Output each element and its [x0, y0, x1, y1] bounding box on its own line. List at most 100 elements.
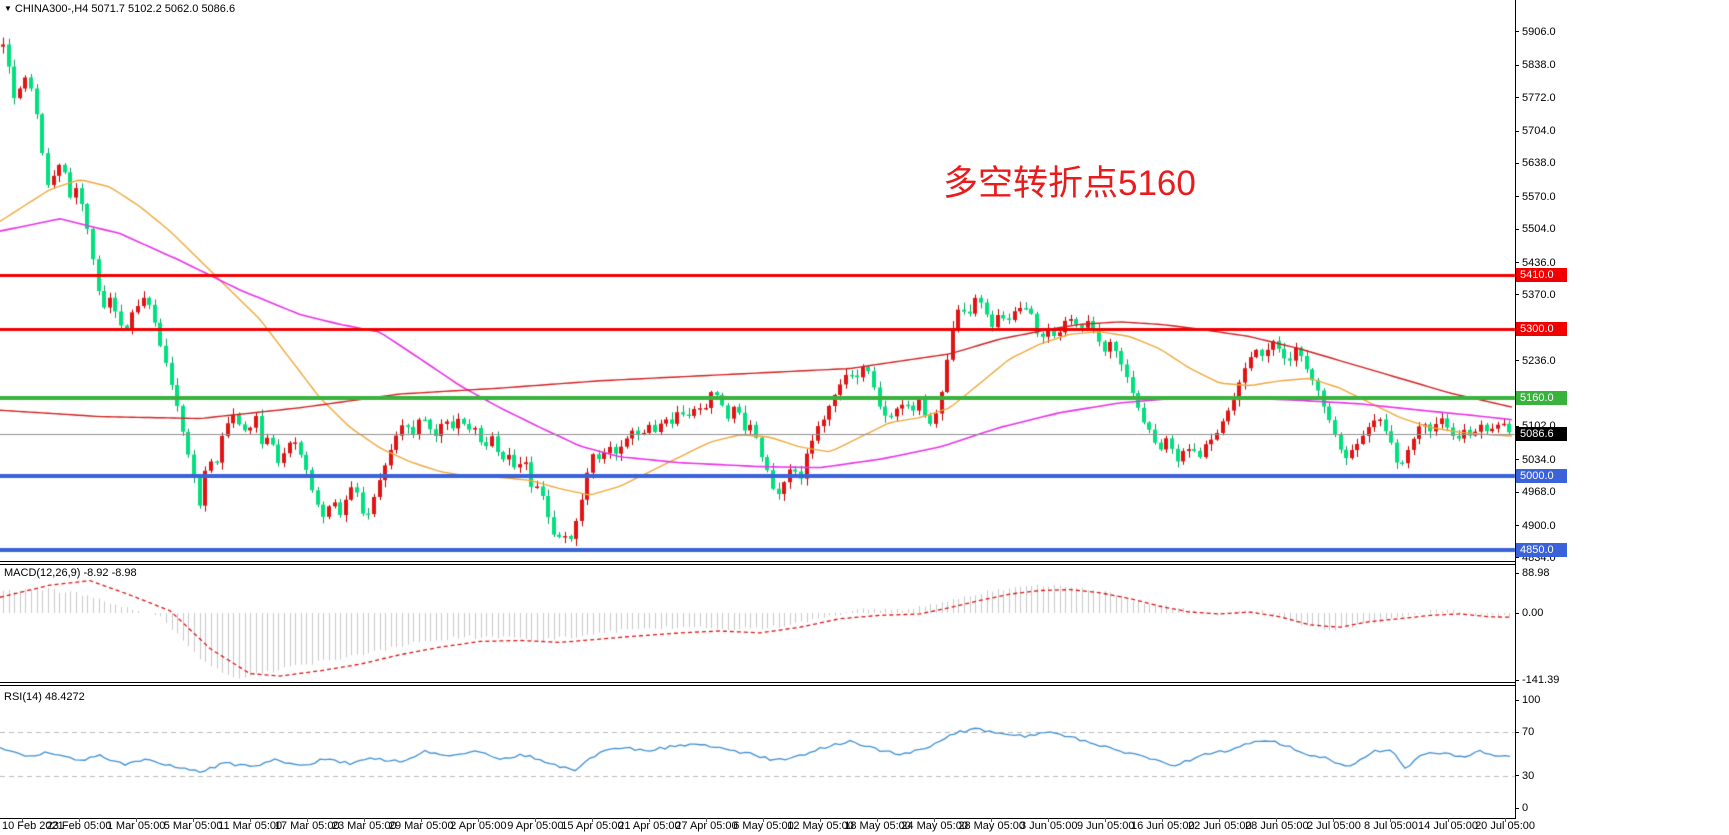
- time-label: 23 Feb 05:00: [46, 820, 112, 832]
- time-label: 15 Apr 05:00: [561, 820, 624, 832]
- time-tick-mark: [1276, 818, 1277, 822]
- time-tick-mark: [307, 818, 308, 822]
- time-tick-mark: [250, 818, 251, 822]
- time-label: 24 May 05:00: [901, 820, 968, 832]
- axis-tick-mark: [1515, 573, 1519, 574]
- axis-tick-mark: [1515, 97, 1519, 98]
- time-tick-mark: [592, 818, 593, 822]
- price-tick-label: 5504.0: [1522, 223, 1556, 236]
- price-tick-label: 4968.0: [1522, 486, 1556, 499]
- chart-annotation-text[interactable]: 多空转折点5160: [943, 164, 1196, 203]
- time-tick-mark: [1448, 818, 1449, 822]
- time-label: 9 Apr 05:00: [507, 820, 564, 832]
- rsi-panel-canvas[interactable]: [0, 686, 1516, 818]
- price-tick-label: 5638.0: [1522, 157, 1556, 170]
- time-label: 12 May 05:00: [787, 820, 854, 832]
- time-label: 16 Jun 05:00: [1130, 820, 1195, 832]
- axis-tick-mark: [1515, 360, 1519, 361]
- time-tick-mark: [1048, 818, 1049, 822]
- axis-tick-mark: [1515, 163, 1519, 164]
- axis-tick-mark: [1515, 229, 1519, 230]
- time-label: 20 Jul 05:00: [1475, 820, 1535, 832]
- time-tick-mark: [1333, 818, 1334, 822]
- time-label: 29 Mar 05:00: [388, 820, 454, 832]
- time-label: 2 Jul 05:00: [1306, 820, 1361, 832]
- time-label: 14 Jul 05:00: [1418, 820, 1478, 832]
- time-tick-mark: [478, 818, 479, 822]
- axis-tick-mark: [1515, 700, 1519, 701]
- time-tick-mark: [1162, 818, 1163, 822]
- time-label: 22 Jun 05:00: [1188, 820, 1252, 832]
- axis-tick-mark: [1515, 459, 1519, 460]
- time-label: 21 Apr 05:00: [618, 820, 681, 832]
- rsi-tick-label: 30: [1522, 769, 1535, 782]
- price-tick-label: 5034.0: [1522, 453, 1556, 466]
- time-tick-mark: [421, 818, 422, 822]
- symbol-info-bar: ▼ CHINA300-,H4 5071.7 5102.2 5062.0 5086.…: [4, 3, 235, 15]
- macd-indicator-label: MACD(12,26,9) -8.92 -8.98: [4, 567, 137, 579]
- price-level-badge: 5160.0: [1516, 390, 1567, 405]
- time-label: 18 May 05:00: [844, 820, 911, 832]
- panel-separator[interactable]: [0, 561, 1516, 562]
- axis-tick-mark: [1515, 525, 1519, 526]
- price-tick-label: 5838.0: [1522, 59, 1556, 72]
- time-tick-mark: [706, 818, 707, 822]
- time-tick-mark: [79, 818, 80, 822]
- axis-tick-mark: [1515, 31, 1519, 32]
- time-tick-mark: [649, 818, 650, 822]
- axis-tick-mark: [1515, 492, 1519, 493]
- time-label: 28 Jun 05:00: [1245, 820, 1309, 832]
- time-tick-mark: [934, 818, 935, 822]
- chevron-down-icon[interactable]: ▼: [4, 4, 12, 13]
- time-tick-mark: [1390, 818, 1391, 822]
- time-label: 5 Mar 05:00: [163, 820, 223, 832]
- time-label: 2 Apr 05:00: [450, 820, 507, 832]
- axis-tick-mark: [1515, 613, 1519, 614]
- time-tick-mark: [22, 818, 23, 822]
- price-tick-label: 5906.0: [1522, 25, 1556, 38]
- time-tick-mark: [1505, 818, 1506, 822]
- time-label: 11 Mar 05:00: [218, 820, 283, 832]
- rsi-tick-label: 70: [1522, 726, 1535, 739]
- time-tick-mark: [1105, 818, 1106, 822]
- time-tick-mark: [820, 818, 821, 822]
- panel-separator[interactable]: [0, 685, 1516, 686]
- macd-panel-canvas[interactable]: [0, 565, 1516, 682]
- time-label: 8 Jul 05:00: [1364, 820, 1418, 832]
- time-label: 6 May 05:00: [733, 820, 794, 832]
- axis-tick-mark: [1515, 262, 1519, 263]
- price-tick-label: 5704.0: [1522, 125, 1556, 137]
- price-tick-label: 5236.0: [1522, 354, 1556, 367]
- time-tick-mark: [535, 818, 536, 822]
- price-level-badge: 5300.0: [1516, 322, 1567, 337]
- axis-tick-mark: [1515, 294, 1519, 295]
- time-tick-mark: [136, 818, 137, 822]
- price-level-badge: 5410.0: [1516, 268, 1567, 283]
- time-label: 10 Feb 2021: [2, 820, 64, 832]
- axis-tick-mark: [1515, 196, 1519, 197]
- time-label: 17 Mar 05:00: [274, 820, 340, 832]
- price-chart-canvas[interactable]: [0, 0, 1516, 561]
- time-tick-mark: [763, 818, 764, 822]
- price-level-badge: 5086.6: [1516, 426, 1567, 441]
- time-tick-mark: [991, 818, 992, 822]
- macd-tick-label: -141.39: [1522, 674, 1560, 686]
- axis-tick-mark: [1515, 426, 1519, 427]
- axis-tick-mark: [1515, 65, 1519, 66]
- panel-separator[interactable]: [0, 682, 1516, 683]
- panel-separator[interactable]: [0, 564, 1516, 565]
- axis-tick-mark: [1515, 131, 1519, 132]
- symbol-ohlc-text: CHINA300-,H4 5071.7 5102.2 5062.0 5086.6: [14, 3, 236, 15]
- time-label: 28 May 05:00: [958, 820, 1025, 832]
- time-label: 3 Jun 05:00: [1019, 820, 1078, 832]
- axis-tick-mark: [1515, 775, 1519, 776]
- price-axis-border: [1515, 0, 1516, 818]
- time-label: 9 Jun 05:00: [1077, 820, 1135, 832]
- macd-tick-label: 0.00: [1522, 607, 1544, 619]
- time-label: 1 Mar 05:00: [106, 820, 166, 832]
- price-level-badge: 5000.0: [1516, 469, 1567, 484]
- price-level-badge: 4850.0: [1516, 543, 1567, 558]
- time-tick-mark: [877, 818, 878, 822]
- rsi-indicator-label: RSI(14) 48.4272: [4, 691, 85, 703]
- axis-tick-mark: [1515, 680, 1519, 681]
